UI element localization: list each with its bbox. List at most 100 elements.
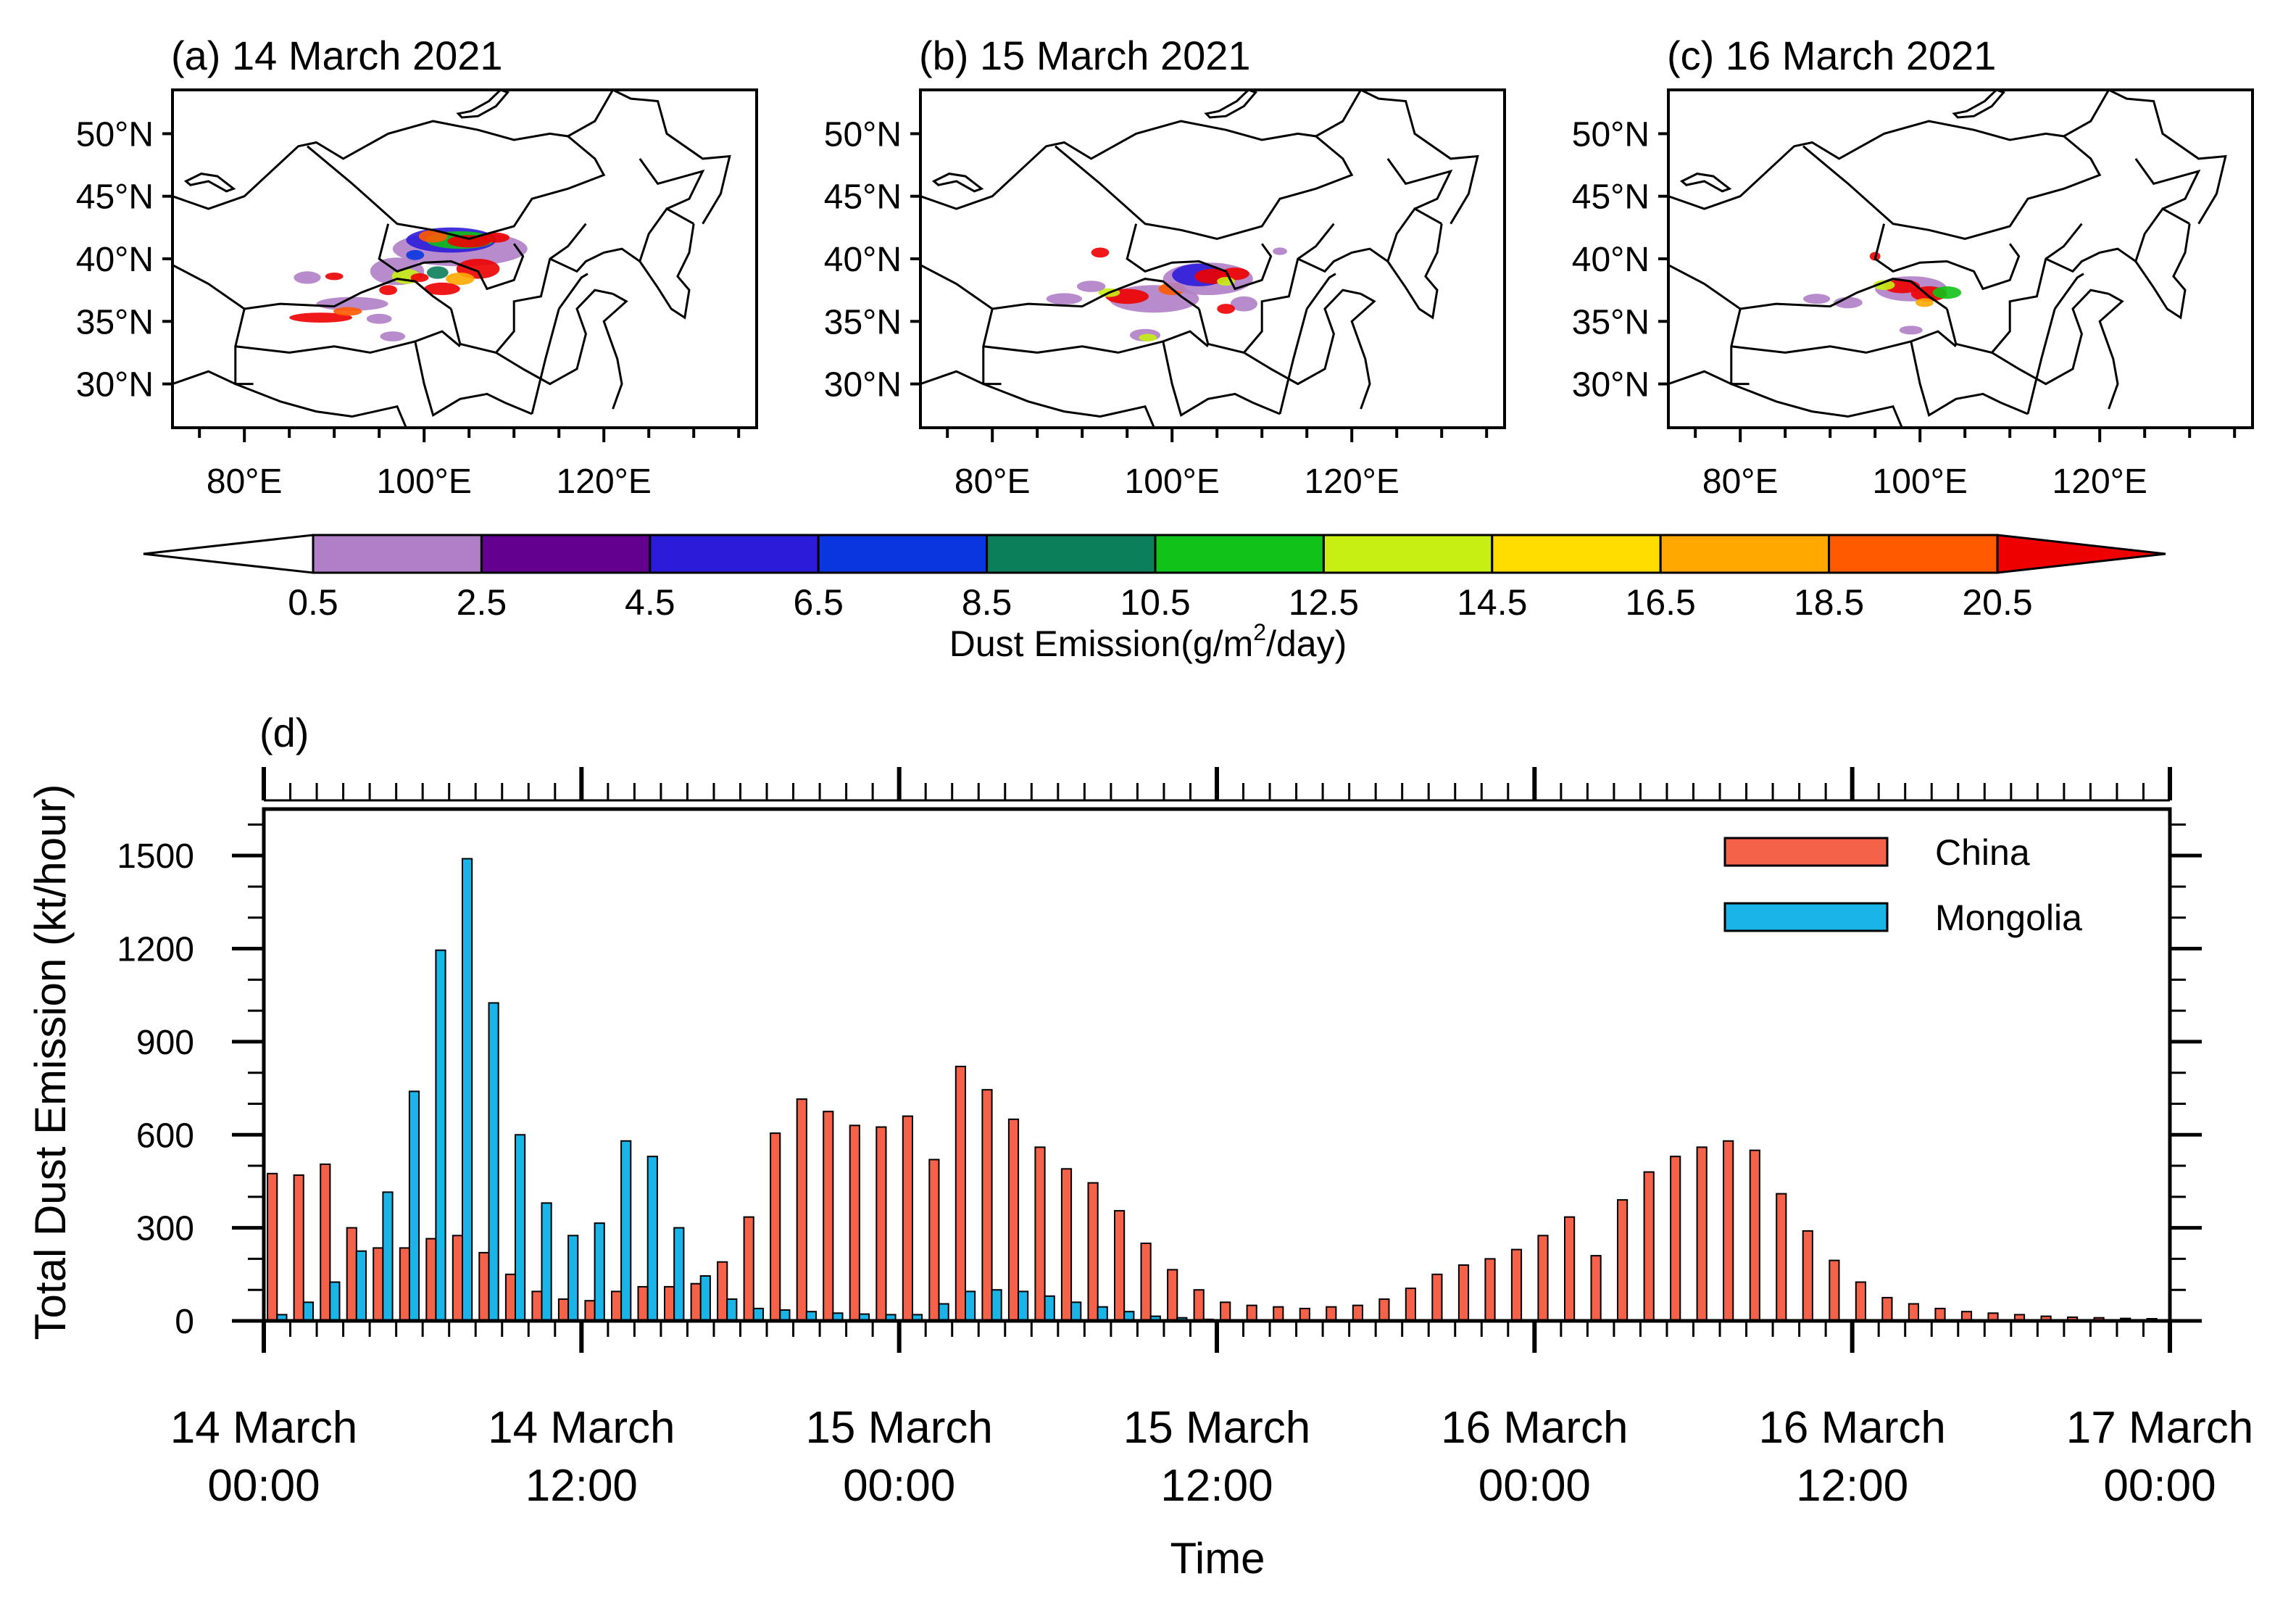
boundary-line <box>1278 308 1308 415</box>
lat-tick-label: 35°N <box>1572 303 1650 341</box>
bar-china <box>875 1126 887 1322</box>
lake-baikal <box>1952 90 2006 119</box>
colorbar-segment <box>1491 534 1662 574</box>
lat-tick-label: 40°N <box>76 241 154 279</box>
boundary-line <box>2134 158 2201 210</box>
bar-china <box>823 1111 834 1322</box>
lake-baikal <box>1204 90 1258 119</box>
boundary-line <box>920 90 1362 210</box>
colorbar-segment <box>1154 534 1325 574</box>
y-tick-label: 300 <box>136 1210 194 1248</box>
map-panel-c: 50°N 45°N 40°N 35°N 30°N 80°E 100°E 120°E (c) 16… <box>1572 33 2254 501</box>
chart-bars <box>267 858 2167 1322</box>
bar-china <box>1934 1307 1946 1322</box>
dust-plume <box>1139 333 1157 341</box>
dust-plume <box>1803 294 1831 304</box>
bar-china <box>1537 1235 1549 1322</box>
x-tick-label-time: 00:00 <box>207 1461 320 1511</box>
boundary-line <box>1297 207 1442 273</box>
x-tick-label-time: 12:00 <box>525 1461 638 1511</box>
bar-china <box>637 1285 649 1322</box>
boundary-line <box>307 135 606 240</box>
lat-tick-label: 45°N <box>1572 178 1650 217</box>
dust-plume <box>426 266 449 279</box>
bar-china <box>1352 1304 1364 1322</box>
lat-tick-label: 45°N <box>824 178 902 217</box>
series-china <box>267 1066 2158 1322</box>
x-tick-label-time: 00:00 <box>1478 1461 1591 1511</box>
boundary-line <box>414 341 533 417</box>
lat-tick-label: 45°N <box>76 178 154 217</box>
bar-china <box>1855 1281 1867 1322</box>
dust-plume <box>1899 326 1923 335</box>
chart-ticks <box>232 767 2202 1353</box>
chart-panel-label: (d) <box>259 710 309 755</box>
dust-plume <box>333 307 362 316</box>
boundary-line <box>1126 223 1273 291</box>
colorbar-level-label: 0.5 <box>288 582 338 623</box>
boundary-line <box>449 223 587 355</box>
colorbar-level-label: 20.5 <box>1962 582 2032 623</box>
colorbar-level-label: 14.5 <box>1457 582 1527 623</box>
chart-legend: China Mongolia <box>1723 832 2082 938</box>
boundary-line <box>172 90 614 210</box>
bar-mongolia <box>1018 1290 1029 1322</box>
x-tick-label-date: 14 March <box>170 1403 357 1453</box>
map-content <box>920 90 1479 428</box>
x-tick-label-time: 12:00 <box>1796 1461 1908 1511</box>
dust-plume <box>1076 281 1106 292</box>
lon-tick-label: 80°E <box>207 463 283 501</box>
colorbar-segment <box>480 534 652 574</box>
dust-plume <box>446 273 475 286</box>
lat-tick-label: 40°N <box>824 241 902 279</box>
legend-swatch-mongolia <box>1723 902 1889 932</box>
bar-china <box>584 1300 596 1322</box>
dust-plume <box>1916 298 1934 307</box>
x-tick-label-date: 14 March <box>488 1403 675 1453</box>
colorbar-level-label: 6.5 <box>793 582 844 623</box>
lon-tick-label: 100°E <box>377 463 472 501</box>
dust-plume <box>447 235 491 248</box>
bar-china <box>1776 1193 1787 1322</box>
colorbar-segment <box>649 534 820 574</box>
bar-china <box>743 1216 754 1322</box>
bar-china <box>1510 1248 1523 1322</box>
boundary-line <box>983 330 1209 354</box>
dust-plume <box>1091 247 1110 258</box>
colorbar: 0.5 2.5 4.5 6.5 8.5 10.5 12.5 14.5 16.5 18.5 20.5 <box>143 534 2166 623</box>
boundary-line <box>172 264 254 386</box>
boundary-line <box>1802 135 2102 240</box>
bar-china <box>1749 1149 1760 1322</box>
lat-tick-label: 35°N <box>824 303 902 341</box>
dust-plume <box>418 230 448 243</box>
x-tick-label-date: 15 March <box>1123 1403 1310 1453</box>
colorbar-level-label: 8.5 <box>962 582 1012 623</box>
boundary-line <box>1910 341 2029 417</box>
bar-mongolia <box>435 949 446 1322</box>
bar-mongolia <box>302 1301 314 1322</box>
bar-china <box>504 1273 517 1322</box>
boundary-line <box>1243 289 1361 386</box>
bar-china <box>1326 1306 1337 1322</box>
bar-china <box>902 1115 914 1322</box>
bar-china <box>1034 1146 1046 1322</box>
boundary-line <box>1197 223 1335 355</box>
bar-china <box>1670 1156 1681 1322</box>
bar-china <box>267 1172 278 1322</box>
bar-china <box>1060 1168 1073 1322</box>
map-panel-a: 50°N 45°N 40°N 35°N 30°N 80°E 100°E 120°E (a) 14… <box>76 33 758 501</box>
boundary-line <box>1386 158 1453 210</box>
bar-mongolia <box>699 1275 711 1322</box>
bar-china <box>399 1247 410 1322</box>
bar-china <box>1087 1182 1099 1322</box>
boundary-line <box>1873 223 2021 291</box>
lat-tick-label: 35°N <box>76 303 154 341</box>
boundary-line <box>1360 90 1479 225</box>
bar-mongolia <box>329 1281 341 1322</box>
bar-mongolia <box>567 1235 579 1322</box>
map-panel-title: (b) 15 March 2021 <box>919 33 1251 78</box>
y-tick-label: 900 <box>136 1024 194 1062</box>
colorbar-segment <box>986 534 1157 574</box>
map-panel-title: (c) 16 March 2021 <box>1667 33 1996 78</box>
bar-china <box>1881 1296 1893 1322</box>
